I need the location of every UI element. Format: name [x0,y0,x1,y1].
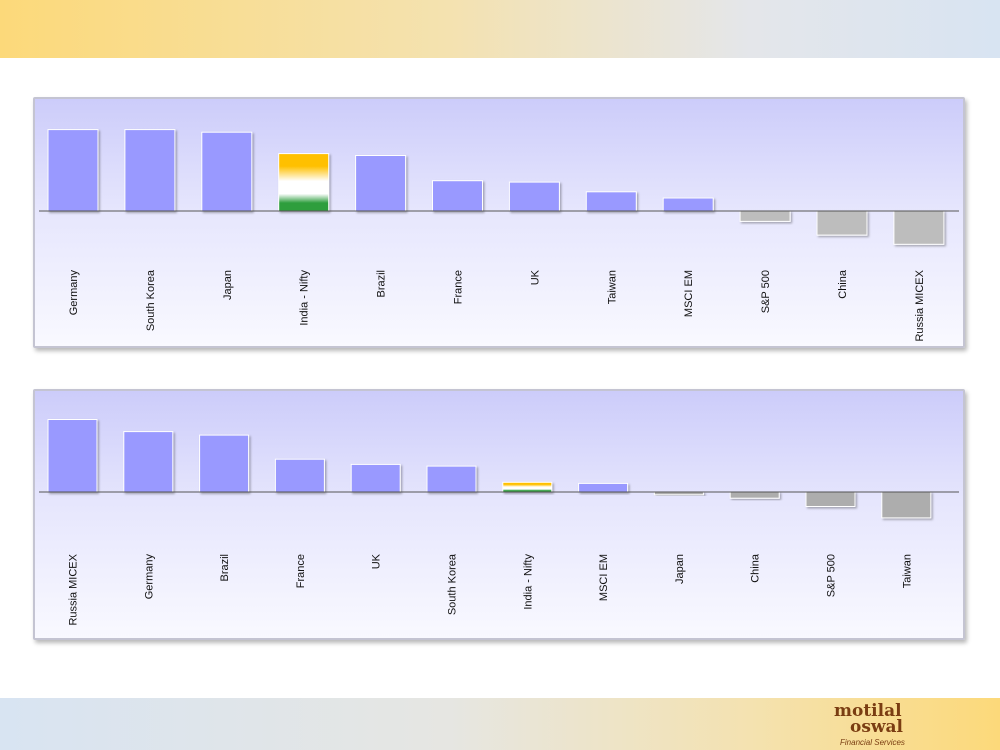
logo-line-1: motilal [834,701,902,721]
category-label-russia-micex: Russia MICEX [68,553,80,625]
category-label-taiwan: Taiwan [606,270,618,304]
category-label-russia-micex: Russia MICEX [914,269,926,341]
category-label-japan: Japan [222,270,234,300]
category-label-india-nifty: India - Nifty [299,270,311,326]
bar-msci-em [578,482,629,493]
category-label-sandp-500: S&P 500 [826,554,838,597]
bar-sandp-500 [739,210,791,222]
bar-south-korea [124,129,176,212]
company-logo: motilal oswal Financial Services [834,703,918,749]
bar-india-nifty [278,153,330,212]
bar-chart-2: Russia MICEX Germany Brazil France UK South K… [39,419,959,626]
bar-japan [201,131,253,212]
header-band [0,0,1000,58]
logo-subtitle: Financial Services [840,738,905,747]
chart-panel-2: Russia MICEX Germany Brazil France UK South K… [33,389,965,640]
bar-india-nifty [502,481,553,493]
category-label-taiwan: Taiwan [901,554,913,588]
bar-uk [350,463,401,493]
category-label-msci-em: MSCI EM [598,554,610,601]
bar-china [729,491,780,499]
category-label-sandp-500: S&P 500 [760,270,772,313]
logo-wordmark: motilal oswal [834,701,918,737]
bar-brazil [355,155,407,212]
bar-germany [123,431,174,493]
bar-taiwan [881,491,932,519]
category-label-india-nifty: India - Nifty [522,554,534,610]
bar-chart-1: Germany South Korea Japan India - Nifty Braz… [39,129,959,342]
bar-russia-micex [47,419,98,493]
bar-germany [47,129,99,212]
bar-russia-micex [893,210,945,245]
category-label-germany: Germany [143,554,155,600]
category-label-china: China [750,553,762,583]
bar-south-korea [426,465,477,493]
category-label-france: France [295,554,307,588]
category-label-south-korea: South Korea [447,553,459,615]
bar-france [432,180,483,212]
category-label-france: France [453,270,465,304]
bar-brazil [199,434,250,493]
bar-china [816,210,868,236]
category-label-brazil: Brazil [219,554,231,582]
bar-taiwan [585,191,637,212]
footer-band [0,698,1000,750]
bar-france [274,458,325,493]
category-label-uk: UK [529,269,541,285]
category-label-brazil: Brazil [376,270,388,298]
category-label-japan: Japan [674,554,686,584]
chart-panel-1: Germany South Korea Japan India - Nifty Braz… [33,97,965,348]
logo-line-2: oswal [850,717,904,737]
category-label-china: China [837,269,849,299]
category-label-uk: UK [371,553,383,569]
category-label-south-korea: South Korea [145,269,157,331]
bar-uk [508,181,560,212]
category-label-germany: Germany [68,270,80,316]
bar-sandp-500 [805,491,856,507]
category-label-msci-em: MSCI EM [683,270,695,317]
bar-msci-em [662,197,714,212]
